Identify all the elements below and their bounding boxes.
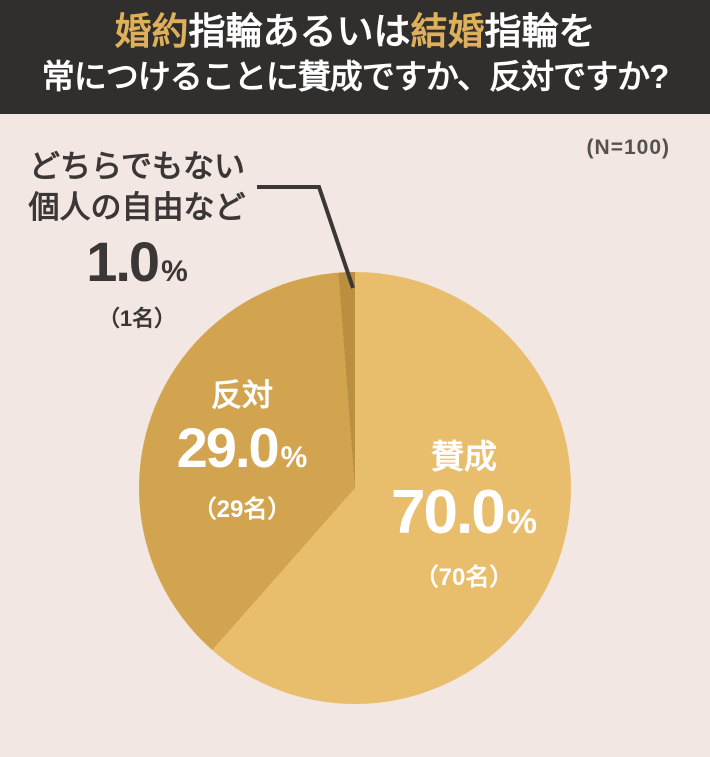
slice-label-neither: どちらでもない 個人の自由など 1.0% （1名）: [25, 146, 249, 334]
neither-name-line1: どちらでもない: [28, 149, 246, 184]
oppose-percent-sign: %: [280, 441, 308, 474]
title-text: 指輪あるいは: [188, 11, 411, 52]
neither-percent-sign: %: [161, 255, 188, 288]
sample-size-label: (N=100): [586, 136, 670, 159]
title-banner: 婚約指輪あるいは結婚指輪を 常につけることに賛成ですか、反対ですか?: [0, 0, 710, 114]
title-line1: 婚約指輪あるいは結婚指輪を: [0, 9, 710, 55]
agree-percent-value: 70.0: [391, 478, 506, 547]
agree-percent: 70.0%: [352, 478, 576, 557]
agree-count: （70名）: [414, 564, 514, 591]
neither-name-line2: 個人の自由など: [28, 190, 246, 225]
oppose-name: 反対: [211, 378, 273, 413]
title-accent-text: 婚約: [114, 11, 189, 52]
agree-name: 賛成: [431, 438, 497, 475]
slice-label-oppose: 反対 29.0% （29名）: [132, 376, 352, 526]
oppose-percent: 29.0%: [132, 416, 352, 490]
title-line2: 常につけることに賛成ですか、反対ですか?: [41, 58, 670, 95]
oppose-count: （29名）: [192, 496, 292, 523]
neither-percent: 1.0%: [25, 232, 249, 302]
agree-percent-sign: %: [506, 503, 537, 541]
neither-percent-value: 1.0: [86, 230, 160, 293]
neither-count: （1名）: [97, 306, 177, 331]
slice-label-agree: 賛成 70.0% （70名）: [352, 436, 576, 595]
title-text: 指輪を: [484, 11, 596, 52]
oppose-percent-value: 29.0: [176, 416, 280, 479]
pie-chart: [139, 272, 571, 704]
title-accent-text: 結婚: [410, 11, 485, 52]
